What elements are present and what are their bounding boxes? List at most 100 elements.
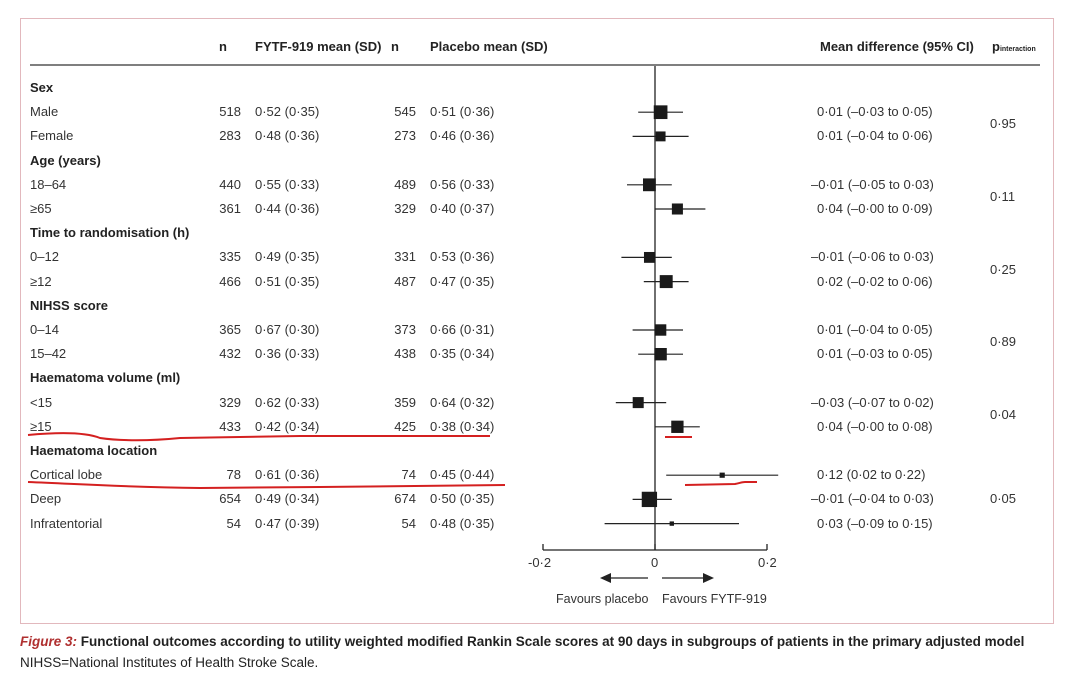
fytf-n: 433 [219,418,241,434]
row-label: Cortical lobe [30,467,103,483]
p-interaction-value: 0·25 [990,261,1017,277]
placebo-mean: 0·47 (0·35) [430,273,495,289]
favours-fytf-label: Favours FYTF-919 [662,592,767,606]
mean-difference: 0·03 (–0·09 to 0·15) [817,515,933,531]
placebo-mean: 0·38 (0·34) [430,418,495,434]
point-estimate [671,420,684,433]
mean-difference: 0·04 (–0·00 to 0·09) [817,201,933,216]
figure-caption-title: Figure 3: Functional outcomes according … [20,634,1024,649]
tick-label-neg: -0·2 [528,555,552,570]
placebo-n: 273 [394,128,416,144]
placebo-mean: 0·56 (0·33) [430,176,495,192]
point-estimate [643,251,655,263]
header-placebo-mean: Placebo mean (SD) [430,39,548,54]
mean-difference: 0·01 (–0·03 to 0·05) [817,346,933,362]
tick-label-zero: 0 [651,555,659,570]
point-estimate [654,348,667,361]
fytf-n: 283 [219,128,241,144]
p-subscript: interaction [999,46,1036,53]
placebo-n: 373 [394,322,416,337]
arrow-right-icon [703,573,714,583]
point-estimate [671,203,683,215]
point-estimate [659,275,673,289]
p-interaction-value: 0·04 [990,406,1017,422]
placebo-mean: 0·46 (0·36) [430,128,495,144]
mean-difference: 0·12 (0·02 to 0·22) [817,467,926,483]
row-label: <15 [30,394,53,410]
row-label: ≥15 [30,418,52,434]
red-underline-annotation [27,432,490,442]
header-n-fytf: n [219,39,227,54]
point-estimate [653,105,668,120]
row-label: 18–64 [30,176,67,192]
row-label: Deep [30,491,62,507]
figure-frame [20,18,1054,624]
row-label: ≥65 [30,201,52,216]
p-interaction-value: 0·05 [990,491,1017,507]
arrow-left-icon [600,573,611,583]
fytf-mean: 0·52 (0·35) [255,104,320,120]
mean-difference: 0·01 (–0·04 to 0·05) [817,322,933,337]
fytf-n: 78 [226,467,241,483]
placebo-n: 674 [394,491,416,507]
row-label: 15–42 [30,346,67,362]
group-heading: Haematoma volume (ml) [30,370,181,386]
header-fytf-mean: FYTF-919 mean (SD) [255,39,382,54]
fytf-n: 518 [219,104,241,120]
placebo-mean: 0·48 (0·35) [430,515,495,531]
group-heading: Time to randomisation (h) [30,225,190,241]
mean-difference: –0·01 (–0·05 to 0·03) [811,176,934,192]
mean-difference: 0·02 (–0·02 to 0·06) [817,273,933,289]
row-label: 0–12 [30,249,59,265]
fytf-n: 654 [219,491,241,507]
group-heading: Haematoma location [30,443,158,458]
placebo-n: 359 [394,394,416,410]
fytf-mean: 0·44 (0·36) [255,201,320,216]
group-heading: Sex [30,80,54,95]
mean-difference: –0·01 (–0·04 to 0·03) [811,491,934,507]
fytf-mean: 0·49 (0·34) [255,491,320,507]
placebo-mean: 0·53 (0·36) [430,249,495,265]
p-label: p [992,39,1000,54]
mean-difference: –0·01 (–0·06 to 0·03) [811,249,934,265]
mean-difference: –0·03 (–0·07 to 0·02) [811,394,934,410]
placebo-mean: 0·51 (0·36) [430,104,495,120]
fytf-n: 365 [219,322,241,337]
point-estimate [669,521,674,526]
placebo-n: 438 [394,346,416,362]
row-label: Female [30,128,74,144]
fytf-mean: 0·49 (0·35) [255,249,320,265]
header-n-placebo: n [391,39,399,54]
placebo-n: 331 [394,249,416,265]
placebo-n: 487 [394,273,416,289]
row-label: Male [30,104,59,120]
mean-difference: 0·01 (–0·04 to 0·06) [817,128,933,144]
point-estimate [719,472,725,478]
placebo-mean: 0·50 (0·35) [430,491,495,507]
fytf-mean: 0·62 (0·33) [255,394,320,410]
red-underline-annotation [684,481,757,486]
fytf-n: 335 [219,249,241,265]
row-label: 0–14 [30,322,59,337]
p-interaction-value: 0·11 [990,188,1016,204]
fytf-n: 361 [219,201,241,216]
placebo-n: 425 [394,418,416,434]
fytf-mean: 0·51 (0·35) [255,273,320,289]
point-estimate [655,131,666,142]
placebo-mean: 0·45 (0·44) [430,467,495,483]
fytf-n: 432 [219,346,241,362]
placebo-n: 545 [394,104,416,120]
point-estimate [641,491,658,508]
red-underline-annotation [27,481,506,490]
fytf-mean: 0·47 (0·39) [255,515,320,531]
p-interaction-value: 0·89 [990,334,1017,350]
figure-label: Figure 3: [20,634,78,649]
group-heading: NIHSS score [30,297,109,313]
point-estimate [632,397,644,409]
placebo-n: 54 [401,515,416,531]
placebo-mean: 0·66 (0·31) [430,322,495,337]
fytf-n: 466 [219,273,241,289]
fytf-mean: 0·42 (0·34) [255,418,320,434]
placebo-mean: 0·64 (0·32) [430,394,495,410]
